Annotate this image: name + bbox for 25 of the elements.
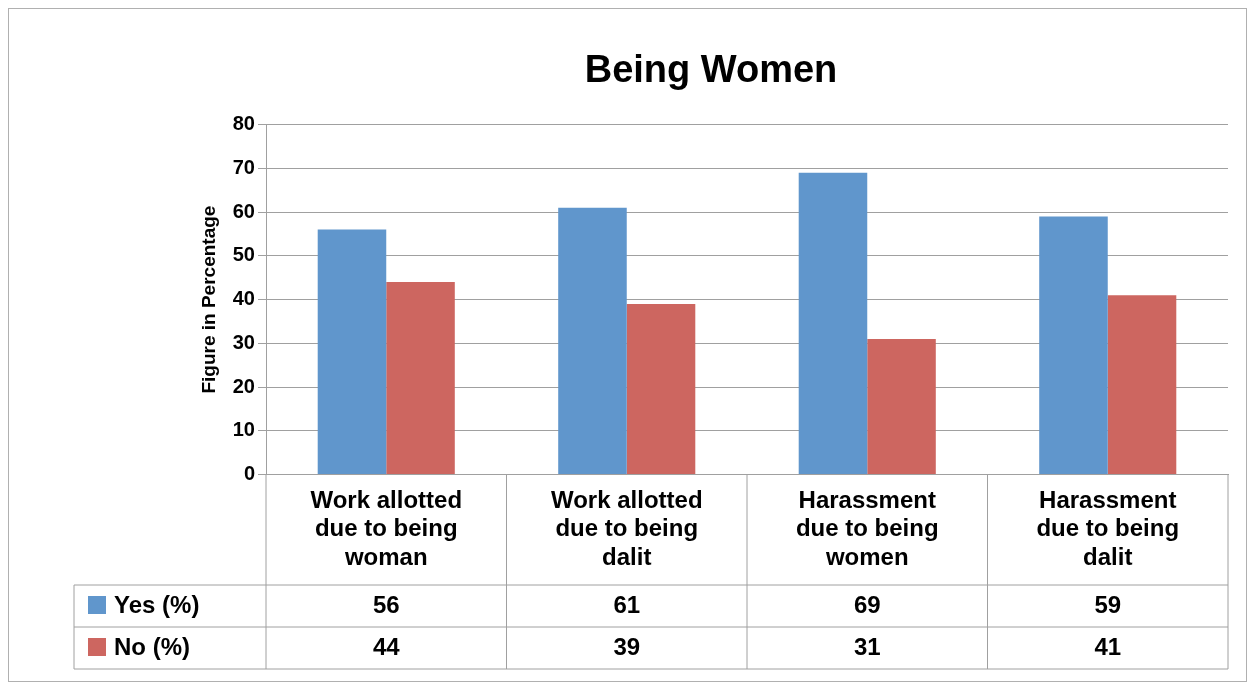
y-tick-label: 70 xyxy=(232,155,255,178)
data-label: 69 xyxy=(853,590,881,618)
data-label: 31 xyxy=(853,632,881,660)
y-axis-title: Figure in Percentage xyxy=(197,205,219,394)
y-tick-label: 40 xyxy=(232,287,255,310)
x-tick-label: Work allotted due to being woman xyxy=(310,485,463,571)
y-tick-label: 0 xyxy=(243,462,255,485)
y-tick-label: 30 xyxy=(232,330,255,353)
y-tick-label: 50 xyxy=(232,243,255,266)
x-tick-label: Work allotted due to being dalit xyxy=(550,485,703,571)
legend-label: No (%) xyxy=(114,632,190,660)
data-label: 61 xyxy=(613,590,641,618)
x-tick-label: Harassment due to being women xyxy=(795,485,939,571)
data-label: 56 xyxy=(372,590,400,618)
data-label: 41 xyxy=(1094,632,1122,660)
y-tick-label: 80 xyxy=(232,112,255,135)
y-tick-label: 20 xyxy=(232,374,255,397)
data-label: 59 xyxy=(1094,590,1122,618)
y-tick-label: 60 xyxy=(232,199,255,222)
data-label: 39 xyxy=(613,632,641,660)
x-tick-label: Harassment due to being dalit xyxy=(1036,485,1180,571)
chart-title: Being Women xyxy=(584,48,838,91)
legend-label: Yes (%) xyxy=(114,590,200,618)
y-tick-label: 10 xyxy=(232,418,255,441)
data-label: 44 xyxy=(372,632,401,660)
